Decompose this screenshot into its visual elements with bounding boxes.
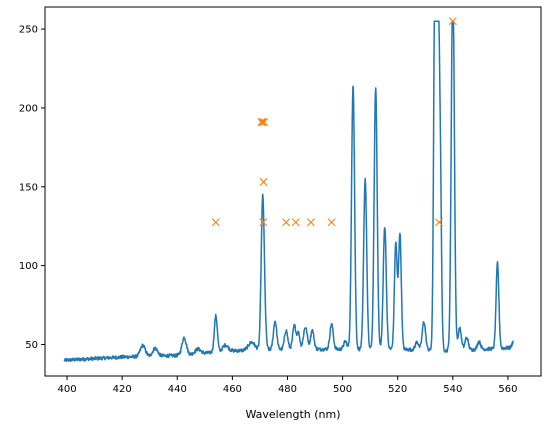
peak-marker (258, 118, 267, 127)
x-tick-label: 540 (443, 384, 462, 395)
plot-area (63, 17, 514, 363)
peak-marker (282, 218, 291, 227)
peak-marker (448, 17, 457, 26)
peak-marker (257, 118, 266, 127)
peak-marker (260, 118, 269, 127)
y-tick-label: 200 (19, 103, 38, 114)
x-tick-label: 480 (278, 384, 297, 395)
x-tick-label: 400 (57, 384, 76, 395)
x-tick-label: 440 (168, 384, 187, 395)
y-tick-label: 150 (19, 182, 38, 193)
x-axis-ticks: 400 420 440 460 480 500 520 540 560 (57, 376, 517, 395)
y-tick-label: 50 (25, 340, 38, 351)
peak-marker (435, 218, 444, 227)
peak-marker (259, 178, 268, 187)
x-axis-title: Wavelength (nm) (245, 408, 340, 421)
x-tick-label: 420 (113, 384, 132, 395)
peak-marker (259, 218, 268, 227)
x-tick-label: 520 (388, 384, 407, 395)
x-tick-label: 560 (498, 384, 517, 395)
y-axis-ticks: 50 100 150 200 250 (19, 25, 45, 351)
peak-marker (211, 218, 220, 227)
y-tick-label: 250 (19, 25, 38, 36)
x-tick-label: 460 (223, 384, 242, 395)
spectrum-line (63, 20, 514, 363)
x-tick-label: 500 (333, 384, 352, 395)
peak-marker (327, 218, 336, 227)
axes-frame (44, 6, 542, 377)
peak-marker (306, 218, 315, 227)
peak-marker (291, 218, 300, 227)
y-tick-label: 100 (19, 261, 38, 272)
